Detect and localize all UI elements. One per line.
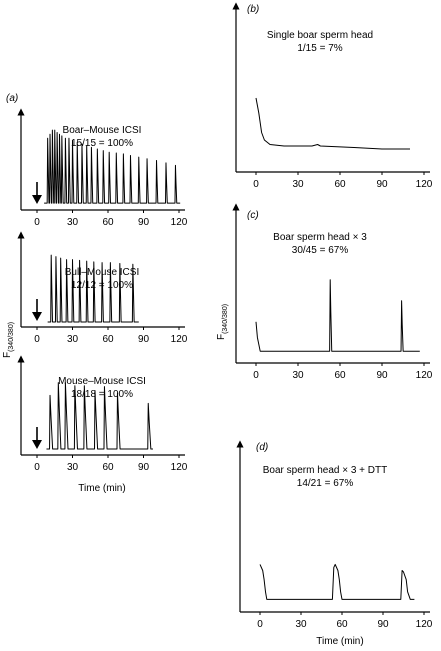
x-tick-label-a3-120: 120 bbox=[171, 462, 188, 473]
title-c: Boar sperm head × 3 bbox=[273, 232, 367, 243]
subtitle-b: 1/15 = 7% bbox=[297, 43, 342, 54]
subtitle-a1: 15/15 = 100% bbox=[71, 138, 133, 149]
x-tick-label-a3-0: 0 bbox=[34, 462, 40, 473]
x-tick-label-a1-120: 120 bbox=[171, 217, 188, 228]
x-tick-label-a1-60: 60 bbox=[102, 217, 114, 228]
x-tick-label-b-60: 60 bbox=[334, 179, 346, 190]
y-axis-label-right: F(340/380) bbox=[216, 304, 229, 340]
ylabel-main-right: F bbox=[216, 334, 227, 340]
x-tick-label-a1-90: 90 bbox=[138, 217, 150, 228]
x-tick-label-a3-60: 60 bbox=[102, 462, 114, 473]
x-tick-label-d-90: 90 bbox=[377, 619, 389, 630]
x-tick-label-b-90: 90 bbox=[376, 179, 388, 190]
svg-text:F(340/380): F(340/380) bbox=[216, 304, 229, 340]
trace-b bbox=[255, 97, 410, 150]
injection-arrow-head-a1 bbox=[32, 195, 42, 204]
trace-a3 bbox=[46, 382, 153, 450]
x-tick-label-d-120: 120 bbox=[416, 619, 433, 630]
x-tick-label-a3-90: 90 bbox=[138, 462, 150, 473]
x-tick-label-c-0: 0 bbox=[253, 370, 259, 381]
panel-a3: 0 30 60 90 120 Mouse–Mouse ICSI 18/18 = 100% Ti… bbox=[17, 355, 188, 494]
subtitle-a3: 18/18 = 100% bbox=[71, 389, 133, 400]
x-tick-label-a1-30: 30 bbox=[67, 217, 79, 228]
title-a3: Mouse–Mouse ICSI bbox=[58, 376, 146, 387]
panel-label-a1: (a) bbox=[6, 93, 18, 104]
x-tick-label-a2-60: 60 bbox=[102, 334, 114, 345]
x-tick-label-b-30: 30 bbox=[292, 179, 304, 190]
panel-c: 0 30 60 90 120 Boar sperm head × 3 30/45 = 67%… bbox=[232, 203, 433, 381]
panel-a1: 0 30 60 90 120 Boar–Mouse ICSI 15/15 = 100% (a) bbox=[6, 93, 188, 228]
y-axis-label-left: F(340/380) bbox=[2, 322, 15, 358]
subtitle-c: 30/45 = 67% bbox=[292, 245, 349, 256]
svg-text:F(340/380): F(340/380) bbox=[2, 322, 15, 358]
x-tick-label-a2-30: 30 bbox=[67, 334, 79, 345]
injection-arrow-head-a2 bbox=[32, 312, 42, 321]
x-tick-label-c-90: 90 bbox=[376, 370, 388, 381]
panel-d: 0 30 60 90 120 Boar sperm head × 3 + DTT 14/21… bbox=[236, 440, 433, 647]
trace-a2 bbox=[47, 254, 139, 323]
injection-arrow-head-a3 bbox=[32, 440, 42, 449]
trace-d bbox=[259, 563, 415, 600]
panel-label-d: (d) bbox=[256, 442, 268, 453]
x-tick-label-d-30: 30 bbox=[295, 619, 307, 630]
x-tick-label-a2-120: 120 bbox=[171, 334, 188, 345]
x-axis-label-d: Time (min) bbox=[316, 636, 363, 647]
x-tick-label-a1-0: 0 bbox=[34, 217, 40, 228]
title-b: Single boar sperm head bbox=[267, 30, 373, 41]
x-tick-label-c-60: 60 bbox=[334, 370, 346, 381]
x-tick-label-c-30: 30 bbox=[292, 370, 304, 381]
panel-b: 0 30 60 90 120 Single boar sperm head 1/15 = 7… bbox=[232, 2, 433, 190]
panel-label-c: (c) bbox=[247, 210, 259, 221]
x-tick-label-b-120: 120 bbox=[416, 179, 433, 190]
x-tick-label-d-60: 60 bbox=[336, 619, 348, 630]
x-tick-label-d-0: 0 bbox=[257, 619, 263, 630]
x-axis-label-a3: Time (min) bbox=[78, 483, 125, 494]
trace-c bbox=[255, 279, 420, 352]
ylabel-main: F bbox=[2, 352, 13, 358]
x-tick-label-a2-0: 0 bbox=[34, 334, 40, 345]
panel-label-b: (b) bbox=[247, 4, 259, 15]
ylabel-sub-right: (340/380) bbox=[222, 304, 229, 334]
trace-a1 bbox=[44, 129, 181, 204]
subtitle-d: 14/21 = 67% bbox=[297, 478, 354, 489]
x-tick-label-b-0: 0 bbox=[253, 179, 259, 190]
x-tick-label-a3-30: 30 bbox=[67, 462, 79, 473]
ylabel-sub: (340/380) bbox=[8, 322, 15, 352]
x-tick-label-a2-90: 90 bbox=[138, 334, 150, 345]
title-d: Boar sperm head × 3 + DTT bbox=[263, 465, 388, 476]
title-a1: Boar–Mouse ICSI bbox=[63, 125, 142, 136]
x-tick-label-c-120: 120 bbox=[416, 370, 433, 381]
